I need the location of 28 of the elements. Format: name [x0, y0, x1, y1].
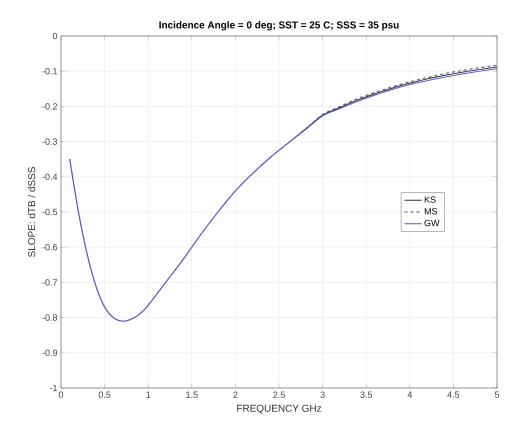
x-tick-label: 1.5	[186, 392, 198, 398]
x-tick-label: 1	[146, 392, 150, 398]
x-axis-title: FREQUENCY GHz	[237, 404, 322, 414]
y-tick-label: -0.6	[42, 244, 58, 250]
y-axis-title: SLOPE: dTB / dSSS	[28, 167, 36, 257]
legend-label: KS	[424, 196, 436, 203]
x-tick-label: 0.5	[98, 392, 110, 398]
y-tick-label: -0.4	[42, 174, 58, 180]
y-tick-label: -0.8	[42, 314, 58, 321]
y-tick-label: -0.9	[42, 350, 58, 356]
x-tick-label: 3	[320, 392, 325, 398]
y-tick-label: -0.3	[42, 138, 58, 145]
y-tick-label: -0.1	[42, 68, 58, 74]
x-tick-label: 4.5	[447, 392, 460, 398]
legend-label: GW	[424, 220, 440, 226]
chart-title: Incidence Angle = 0 deg; SST = 25 C; SSS = 35 psu	[159, 21, 399, 30]
x-tick-label: 4	[408, 392, 412, 398]
y-tick-label: -0.2	[42, 103, 58, 110]
y-tick-label: 0	[52, 32, 58, 40]
y-tick-label: -0.5	[42, 208, 58, 216]
legend-label: MS	[424, 208, 438, 214]
x-tick-label: 0	[58, 392, 64, 398]
y-tick-label: -1	[50, 384, 58, 392]
x-tick-label: 2	[233, 392, 238, 398]
y-tick-label: -0.7	[42, 279, 58, 286]
x-tick-label: 3.5	[360, 392, 372, 398]
x-tick-label: 5	[494, 392, 500, 398]
x-tick-label: 2.5	[273, 392, 285, 398]
